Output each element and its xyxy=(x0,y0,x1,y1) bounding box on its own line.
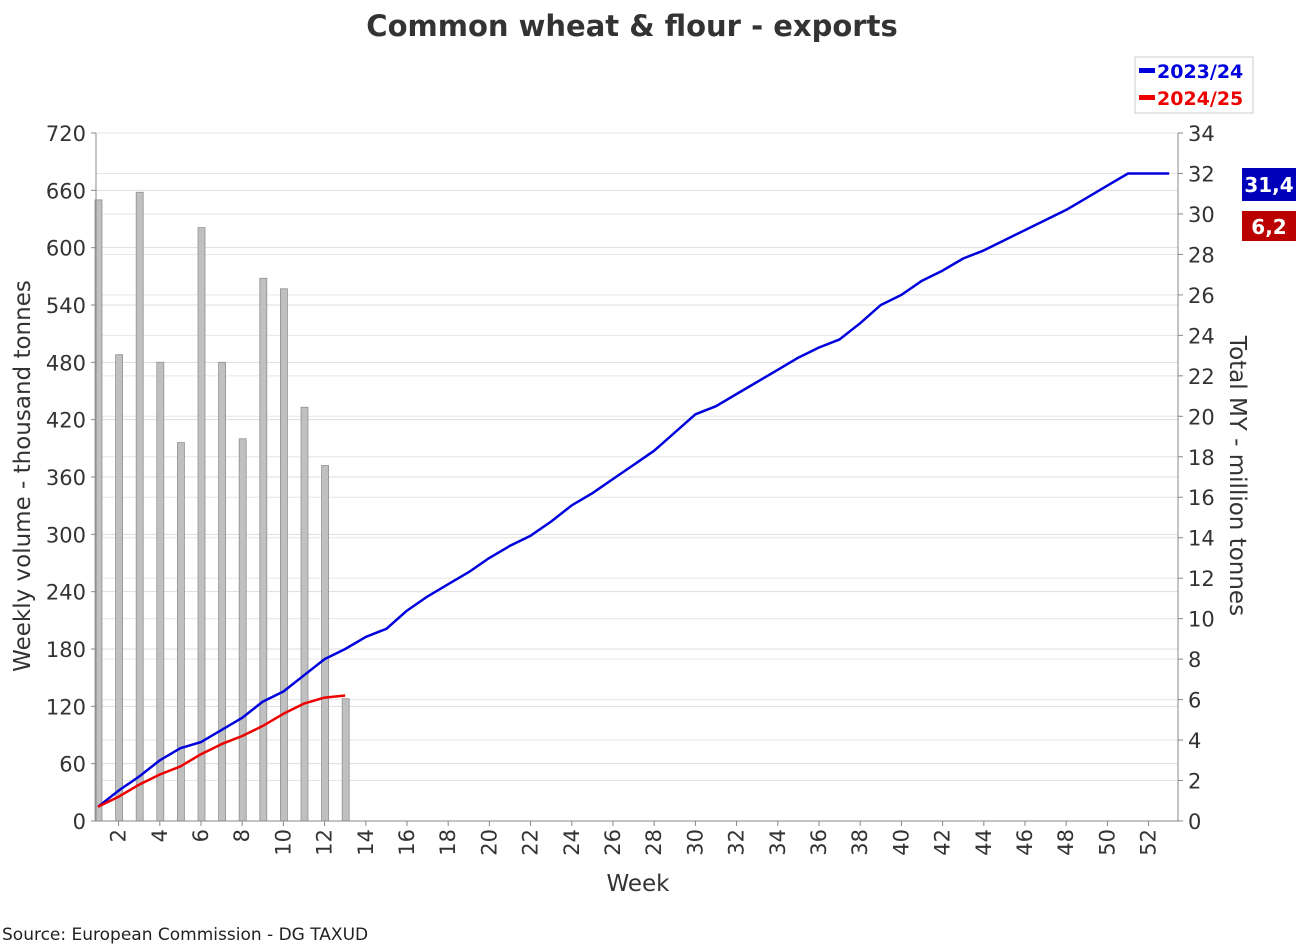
right-tick-label: 10 xyxy=(1188,608,1215,632)
right-tick-label: 30 xyxy=(1188,203,1215,227)
x-tick-label: 26 xyxy=(601,829,625,856)
bar-week-11 xyxy=(300,406,309,822)
x-tick-label: 18 xyxy=(436,829,460,856)
series-line-2023-24 xyxy=(97,172,1170,808)
right-tick-label: 28 xyxy=(1188,243,1215,267)
badge-2023-24-box xyxy=(1242,168,1296,201)
bar-week-9 xyxy=(259,277,268,822)
bar-week-8 xyxy=(238,438,247,822)
right-tick-label: 0 xyxy=(1188,810,1201,834)
left-axis-label: Weekly volume - thousand tonnes xyxy=(10,280,36,672)
chart-title: Common wheat & flour - exports xyxy=(366,9,897,43)
value-badge-2024-25: 6,2 xyxy=(1242,211,1296,241)
left-tick-label: 720 xyxy=(46,122,86,146)
x-tick-label: 50 xyxy=(1095,829,1119,856)
cumulative-lines xyxy=(97,172,1170,808)
x-tick-label: 48 xyxy=(1054,829,1078,856)
x-tick-label: 10 xyxy=(271,829,295,856)
left-tick-label: 60 xyxy=(59,753,86,777)
left-tick-label: 480 xyxy=(46,351,86,375)
left-tick-label: 660 xyxy=(46,179,86,203)
right-tick-label: 8 xyxy=(1188,648,1201,672)
left-tick-label: 420 xyxy=(46,409,86,433)
x-tick-label: 20 xyxy=(477,829,501,856)
source-note: Source: European Commission - DG TAXUD xyxy=(2,925,368,945)
x-tick-label: 46 xyxy=(1013,829,1037,856)
x-tick-label: 32 xyxy=(725,829,749,856)
x-tick-label: 42 xyxy=(931,829,955,856)
bar-week-12 xyxy=(321,465,330,822)
right-tick-label: 22 xyxy=(1188,365,1215,389)
legend-label-2023-24: 2023/24 xyxy=(1157,61,1243,83)
x-axis-label: Week xyxy=(606,871,670,897)
bar-week-13 xyxy=(341,698,350,822)
legend-box xyxy=(1134,56,1254,114)
right-tick-label: 6 xyxy=(1188,689,1201,713)
series-line-2024-25 xyxy=(97,694,346,808)
x-tick-label: 28 xyxy=(642,829,666,856)
x-tick-label: 4 xyxy=(148,829,172,842)
right-tick-label: 16 xyxy=(1188,486,1215,510)
x-tick-label: 36 xyxy=(807,829,831,856)
right-tick-label: 34 xyxy=(1188,122,1215,146)
legend: 2023/24 2024/25 xyxy=(1134,56,1254,114)
x-tick-label: 52 xyxy=(1137,829,1161,856)
left-tick-label: 0 xyxy=(73,810,86,834)
right-tick-label: 26 xyxy=(1188,284,1215,308)
left-tick-label: 300 xyxy=(46,523,86,547)
right-tick-label: 4 xyxy=(1188,729,1201,753)
x-tick-label: 34 xyxy=(766,829,790,856)
left-tick-label: 120 xyxy=(46,695,86,719)
badge-2024-25-label: 6,2 xyxy=(1251,215,1286,239)
left-tick-label: 360 xyxy=(46,466,86,490)
x-tick-label: 12 xyxy=(313,829,337,856)
bar-week-7 xyxy=(218,361,227,822)
badge-2023-24-label: 31,4 xyxy=(1244,173,1293,197)
x-tick-label: 6 xyxy=(189,829,213,842)
legend-swatch-2023-24 xyxy=(1139,68,1155,73)
gridlines xyxy=(96,132,1178,822)
left-axis-ticks: 0 60 120 180 240 300 360 420 480 540 600 660 720 xyxy=(46,122,96,834)
right-axis-label: Total MY - million tonnes xyxy=(1224,335,1250,616)
left-tick-label: 540 xyxy=(46,294,86,318)
x-tick-label: 16 xyxy=(395,829,419,856)
x-tick-label: 24 xyxy=(560,829,584,856)
legend-label-2024-25: 2024/25 xyxy=(1157,88,1243,110)
bar-week-2 xyxy=(115,354,123,822)
right-tick-label: 2 xyxy=(1188,770,1201,794)
x-tick-label: 30 xyxy=(683,829,707,856)
right-tick-label: 32 xyxy=(1188,162,1215,186)
right-tick-label: 20 xyxy=(1188,405,1215,429)
x-tick-label: 14 xyxy=(354,829,378,856)
bar-week-4 xyxy=(156,361,165,822)
left-tick-label: 600 xyxy=(46,237,86,261)
value-badge-2023-24: 31,4 xyxy=(1242,168,1296,201)
x-tick-label: 8 xyxy=(230,829,254,842)
right-tick-label: 18 xyxy=(1188,446,1215,470)
bar-week-10 xyxy=(279,288,288,822)
bar-week-3 xyxy=(135,191,144,822)
right-tick-label: 14 xyxy=(1188,527,1215,551)
legend-swatch-2024-25 xyxy=(1139,95,1155,100)
right-tick-label: 12 xyxy=(1188,567,1215,591)
bar-week-6 xyxy=(197,227,206,822)
left-tick-label: 240 xyxy=(46,581,86,605)
x-tick-label: 22 xyxy=(519,829,543,856)
x-tick-label: 44 xyxy=(972,829,996,856)
weekly-bars xyxy=(94,191,350,822)
left-tick-label: 180 xyxy=(46,638,86,662)
x-tick-label: 38 xyxy=(848,829,872,856)
x-axis-ticks: 2 4 6 8 10 12 14 16 18 20 22 24 26 28 30 32 34 36 38 40 42 44… xyxy=(107,821,1161,856)
badge-2024-25-box xyxy=(1242,211,1296,241)
right-tick-label: 24 xyxy=(1188,324,1215,348)
x-tick-label: 40 xyxy=(889,829,913,856)
x-tick-label: 2 xyxy=(107,829,131,842)
